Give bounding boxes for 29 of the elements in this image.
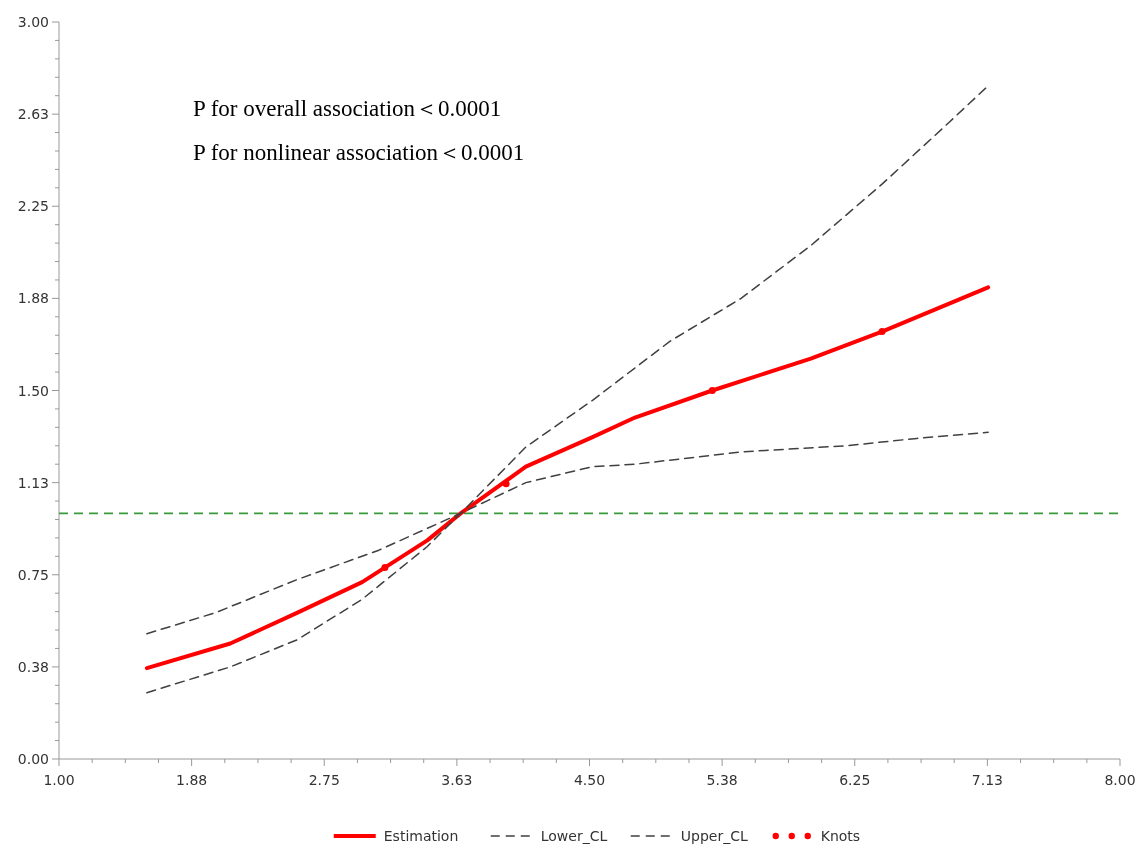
y-tick-label: 2.63 [17, 106, 49, 123]
legend-label: Upper_CL [680, 828, 748, 844]
x-tick-label: 1.88 [176, 772, 208, 788]
x-tick-label: 8.00 [1104, 772, 1136, 788]
x-tick-label: 2.75 [308, 772, 340, 788]
legend-label: Estimation [383, 828, 459, 844]
y-tick-label: 2.25 [17, 198, 49, 215]
x-tick-label: 1.00 [43, 772, 75, 788]
legend-label: Knots [820, 828, 861, 844]
point [708, 387, 716, 394]
legend-label: Lower_CL [540, 828, 608, 844]
x-tick-label: 6.25 [839, 772, 871, 788]
x-tick-label: 4.50 [573, 772, 606, 788]
point [878, 328, 886, 336]
annotation: P for nonlinear association＜0.0001 [193, 140, 525, 165]
y-tick-label: 1.13 [17, 474, 49, 491]
y-tick-label: 1.88 [17, 290, 49, 307]
annotation: P for overall association＜0.0001 [193, 96, 502, 121]
x-tick-label: 5.38 [706, 772, 738, 788]
y-tick-label: 3.00 [17, 14, 49, 30]
x-tick-label: 7.13 [971, 772, 1003, 788]
y-tick-label: 1.50 [17, 382, 49, 399]
point [381, 563, 389, 571]
y-tick-label: 0.00 [17, 751, 49, 767]
point [502, 480, 510, 488]
x-tick-label: 3.63 [441, 772, 473, 788]
y-tick-label: 0.38 [17, 658, 49, 675]
line-series [144, 285, 991, 671]
y-tick-label: 0.75 [17, 566, 49, 583]
